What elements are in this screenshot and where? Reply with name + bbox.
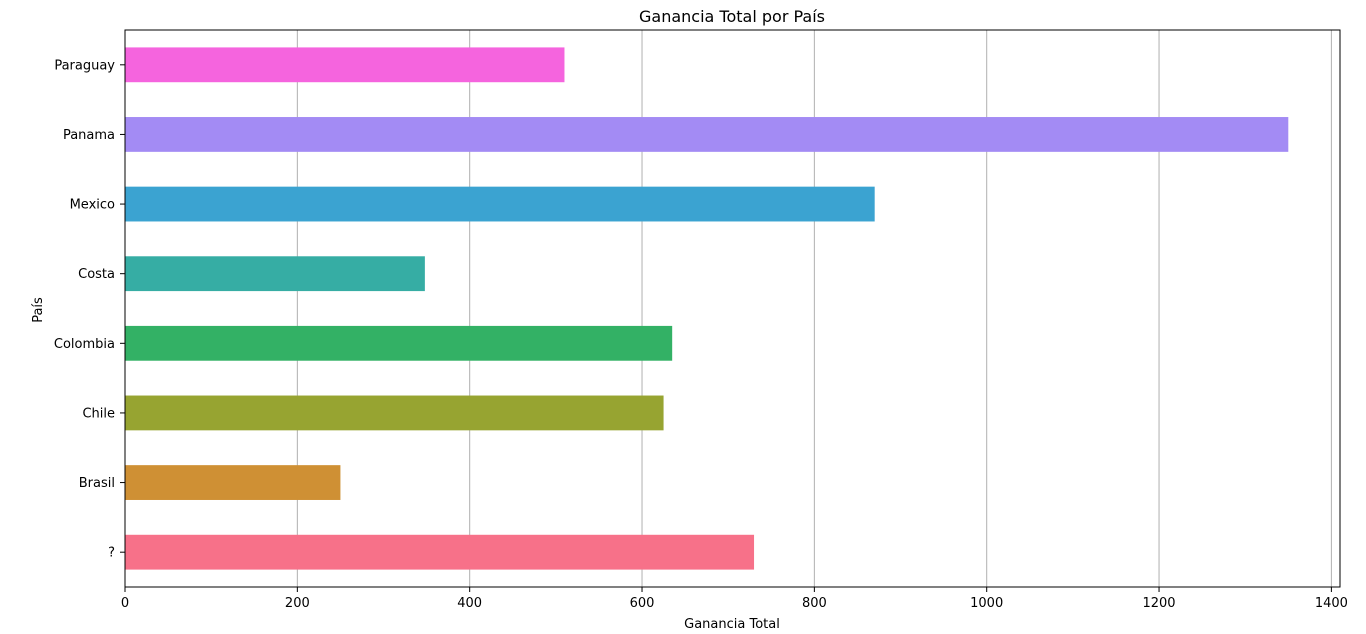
chart-title: Ganancia Total por País — [639, 7, 825, 26]
bar-costa — [125, 256, 425, 292]
ticks: 0 200 400 600 800 1000 1200 1400? Brasil Chile Col… — [54, 58, 1348, 611]
x-tick-label: 800 — [802, 596, 827, 611]
plot-frame — [124, 29, 1341, 588]
bar-paraguay — [125, 47, 565, 83]
y-tick-label: Chile — [82, 406, 115, 421]
bars — [125, 47, 1289, 570]
y-tick-label: Costa — [78, 267, 115, 282]
y-axis-label: País — [31, 297, 46, 323]
x-axis-label: Ganancia Total — [684, 617, 780, 632]
y-tick-label: Brasil — [79, 476, 115, 491]
axes — [124, 29, 1341, 588]
bar-brasil — [125, 465, 341, 500]
y-tick-label: Paraguay — [54, 58, 115, 73]
bar-chile — [125, 395, 664, 431]
x-tick-label: 600 — [630, 596, 655, 611]
bar-colombia — [125, 325, 673, 361]
x-tick-label: 1200 — [1142, 596, 1175, 611]
y-tick-label: Mexico — [70, 198, 115, 213]
x-tick-label: 200 — [285, 596, 310, 611]
x-tick-label: 400 — [457, 596, 482, 611]
bar-unknown — [125, 534, 755, 570]
grid-lines — [296, 30, 1332, 587]
bar-mexico — [125, 186, 875, 222]
bar-panama — [125, 117, 1289, 152]
y-tick-label: Panama — [63, 128, 115, 143]
x-tick-label: 1400 — [1315, 596, 1348, 611]
y-tick-label: ? — [108, 546, 115, 561]
x-tick-label: 1000 — [970, 596, 1003, 611]
y-tick-label: Colombia — [54, 337, 115, 352]
x-tick-label: 0 — [121, 596, 129, 611]
